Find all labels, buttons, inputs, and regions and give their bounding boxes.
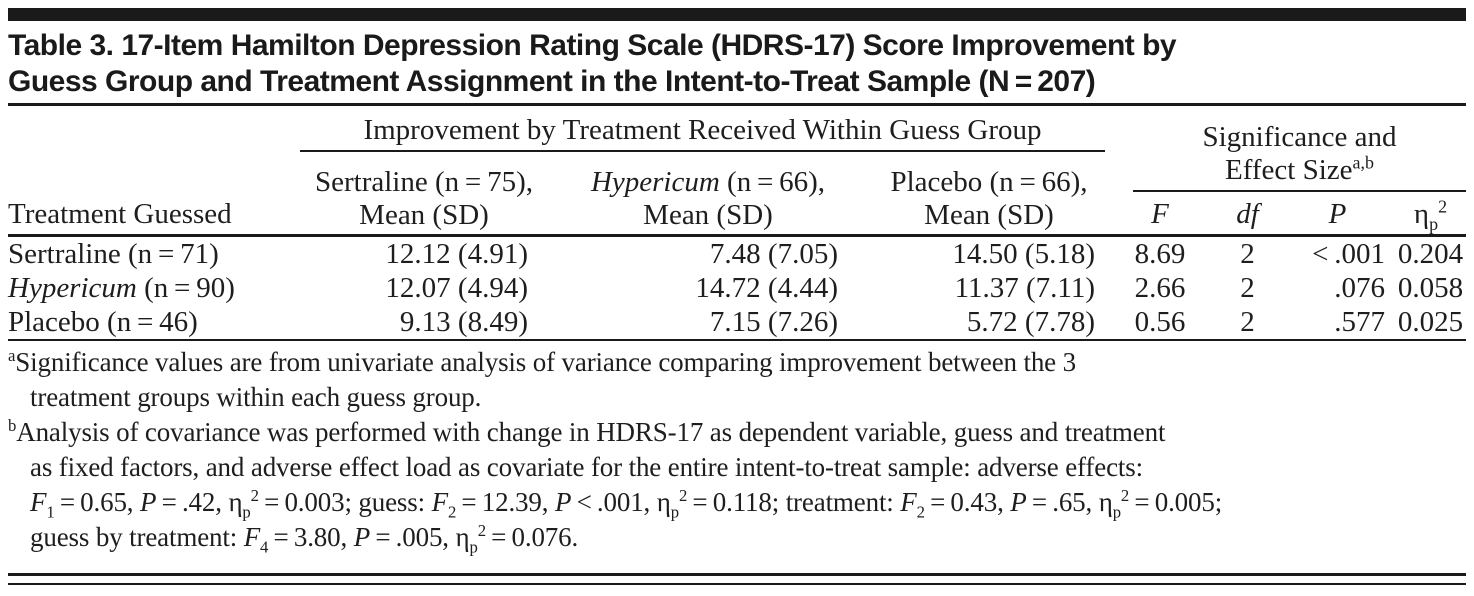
cell-sertraline: 12.07 (4.94) (385, 271, 528, 304)
column-header-eta-squared: ηp2 (1413, 195, 1448, 234)
column-header-sertraline: Sertraline (n = 75), Mean (SD) (300, 166, 538, 234)
column-header-sertraline-line-1: Sertraline (n = 75), (314, 165, 533, 198)
group-header-significance-line-1: Significance and (1202, 120, 1397, 153)
group-header-improvement: Improvement by Treatment Received Within… (300, 106, 1105, 152)
column-header-placebo-line-2: Mean (SD) (924, 198, 1054, 231)
cell-placebo: 11.37 (7.11) (954, 271, 1095, 304)
group-header-significance: Significance and Effect Sizea,b (1133, 106, 1466, 192)
table-figure: Table 3. 17-Item Hamilton Depression Rat… (8, 0, 1466, 585)
table-row: Hypericum (n = 90) 12.07 (4.94) 14.72 (4… (8, 271, 1466, 305)
table-header: Treatment Guessed Improvement by Treatme… (8, 106, 1466, 234)
row-label: Placebo (n = 46) (8, 305, 198, 338)
cell-df: 2 (1240, 271, 1255, 304)
column-header-placebo: Placebo (n = 66), Mean (SD) (848, 166, 1105, 234)
cell-p: < .001 (1312, 237, 1385, 270)
column-header-treatment-guessed: Treatment Guessed (8, 197, 232, 230)
column-header-f: F (1151, 197, 1169, 230)
table-body: Sertraline (n = 71) 12.12 (4.91) 7.48 (7… (8, 237, 1466, 339)
cell-placebo: 14.50 (5.18) (952, 237, 1095, 270)
cell-p: .076 (1334, 271, 1385, 304)
title-separator-rule (8, 103, 1466, 106)
cell-eta-squared: 0.058 (1397, 271, 1464, 304)
cell-sertraline: 12.12 (4.91) (385, 237, 528, 270)
cell-sertraline: 9.13 (8.49) (399, 305, 528, 338)
cell-eta-squared: 0.025 (1397, 305, 1464, 338)
header-bottom-rule (8, 233, 1466, 237)
column-header-p: P (1328, 197, 1347, 230)
group-header-significance-line-2: Effect Sizea,b (1225, 151, 1374, 186)
cell-df: 2 (1240, 237, 1255, 270)
cell-f: 2.66 (1134, 271, 1186, 304)
cell-df: 2 (1240, 305, 1255, 338)
column-header-hypericum-line-1: Hypericum (n = 66), (590, 165, 826, 198)
column-header-sertraline-line-2: Mean (SD) (359, 198, 489, 231)
table-title-line-1: Table 3. 17-Item Hamilton Depression Rat… (8, 29, 1177, 62)
cell-eta-squared: 0.204 (1397, 237, 1464, 270)
table-end-rule-top (8, 573, 1466, 576)
footnote-b: bAnalysis of covariance was performed wi… (8, 416, 1223, 557)
column-header-hypericum: Hypericum (n = 66), Mean (SD) (538, 166, 848, 234)
data-bottom-rule (8, 338, 1466, 341)
table-title: Table 3. 17-Item Hamilton Depression Rat… (8, 28, 1466, 100)
cell-f: 8.69 (1134, 237, 1186, 270)
cell-placebo: 5.72 (7.78) (966, 305, 1095, 338)
column-header-df: df (1236, 197, 1259, 230)
column-header-placebo-line-1: Placebo (n = 66), (890, 165, 1088, 198)
table-row: Placebo (n = 46) 9.13 (8.49) 7.15 (7.26)… (8, 305, 1466, 339)
top-bar (8, 8, 1466, 21)
cell-hypericum: 14.72 (4.44) (695, 271, 838, 304)
row-label: Hypericum (n = 90) (8, 271, 235, 304)
footnote-a: aSignificance values are from univariate… (8, 346, 1076, 412)
table-end-rule-bottom (8, 582, 1466, 585)
row-label: Sertraline (n = 71) (8, 237, 219, 270)
table-row: Sertraline (n = 71) 12.12 (4.91) 7.48 (7… (8, 237, 1466, 271)
cell-p: .577 (1334, 305, 1385, 338)
footnotes: aSignificance values are from univariate… (8, 345, 1466, 555)
cell-f: 0.56 (1134, 305, 1186, 338)
column-header-hypericum-line-2: Mean (SD) (643, 198, 773, 231)
cell-hypericum: 7.15 (7.26) (709, 305, 838, 338)
table-title-line-2: Guess Group and Treatment Assignment in … (8, 65, 1096, 98)
cell-hypericum: 7.48 (7.05) (709, 237, 838, 270)
